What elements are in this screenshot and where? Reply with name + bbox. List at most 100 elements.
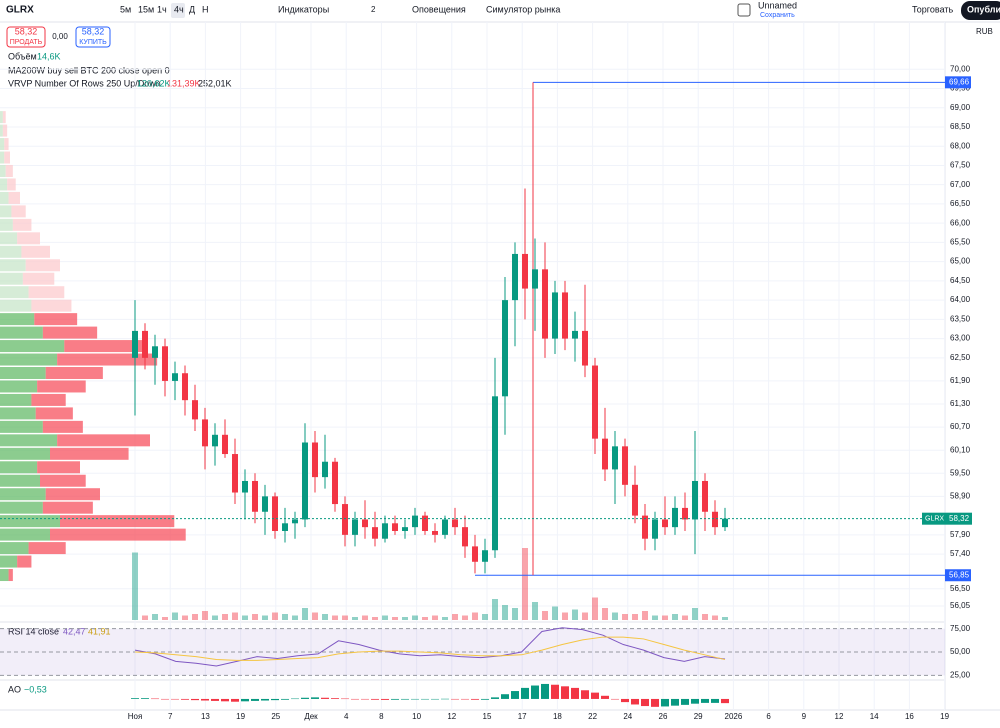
rsi-ma-line	[134, 636, 726, 661]
layout-icon[interactable]	[737, 3, 751, 17]
y-tick-label: 65,50	[950, 238, 971, 247]
layout-count: 2	[371, 5, 376, 14]
volume-bar	[182, 615, 188, 620]
x-tick-label: 7	[168, 712, 173, 721]
candle-body	[452, 519, 458, 528]
ao-bar	[161, 698, 169, 700]
x-tick-label: 15	[483, 712, 492, 721]
profile-up	[0, 218, 13, 231]
buy-box[interactable]	[75, 26, 111, 48]
interval-button[interactable]: 5м	[120, 4, 131, 14]
layout-name[interactable]: Unnamed	[758, 0, 797, 10]
candle-body	[542, 269, 548, 339]
candle-body	[672, 507, 678, 528]
x-tick-label: 25	[271, 712, 280, 721]
profile-up	[0, 474, 40, 487]
volume-bar	[672, 614, 678, 620]
profile-up	[0, 569, 9, 582]
profile-down	[35, 407, 73, 420]
ao-bar	[181, 698, 189, 700]
ao-bar	[131, 698, 139, 699]
x-tick-label: 16	[905, 712, 914, 721]
ao-bar	[251, 698, 259, 701]
profile-up	[0, 407, 36, 420]
interval-button[interactable]: 15м	[138, 4, 154, 14]
level-label: 56,85	[949, 570, 970, 579]
publish-button[interactable]: Опублик	[967, 4, 1000, 14]
candle-body	[212, 434, 218, 447]
volume-bar	[202, 611, 208, 620]
alerts-button[interactable]: Оповещения	[412, 4, 466, 14]
y-tick-label: 62,50	[950, 353, 971, 362]
profile-up	[0, 313, 35, 326]
x-tick-label: 8	[379, 712, 384, 721]
profile-down	[28, 286, 65, 299]
ao-bar	[451, 698, 459, 700]
save-status[interactable]: Сохранить	[760, 12, 795, 19]
profile-down	[60, 515, 175, 528]
volume-bar	[342, 615, 348, 620]
volume-bar	[582, 612, 588, 620]
ao-bar	[651, 698, 659, 707]
rsi-tick-label: 75,00	[950, 624, 971, 633]
x-tick-label: 19	[236, 712, 245, 721]
interval-button[interactable]: Н	[202, 4, 209, 14]
candle-body	[182, 373, 188, 401]
x-tick-label: 18	[553, 712, 562, 721]
candle-body	[682, 507, 688, 520]
ao-bar	[201, 698, 209, 701]
volume-bar	[572, 609, 578, 620]
x-tick-label: Ноя	[128, 712, 143, 721]
volume-bar	[272, 612, 278, 620]
ao-bar	[601, 695, 609, 699]
candle-body	[272, 496, 278, 531]
volume-bar	[712, 615, 718, 620]
candle-body	[162, 346, 168, 381]
replay-button[interactable]: Симулятор рынка	[486, 4, 560, 14]
symbol[interactable]: GLRX	[6, 5, 34, 16]
y-tick-label: 61,90	[950, 376, 971, 385]
buy-price: 58,32	[82, 26, 105, 36]
ao-bar	[461, 698, 469, 700]
ao-bar	[401, 698, 409, 700]
y-tick-label: 64,00	[950, 295, 971, 304]
profile-up	[0, 434, 58, 447]
profile-down	[4, 138, 9, 151]
profile-up	[0, 380, 38, 393]
interval-button[interactable]: 4ч	[174, 4, 184, 14]
ao-bar	[681, 698, 689, 705]
profile-up	[0, 393, 32, 406]
volume-bar	[512, 608, 518, 620]
publish-bg[interactable]	[961, 1, 1000, 20]
candle-body	[512, 253, 518, 301]
profile-up	[0, 461, 38, 474]
x-tick-label: 12	[835, 712, 844, 721]
y-tick-label: 60,10	[950, 445, 971, 454]
volume-bar	[662, 615, 668, 620]
volume-bar	[222, 614, 228, 620]
plot	[0, 22, 946, 710]
vrvp-legend: VRVP Number Of Rows 250 Up/Down	[8, 78, 161, 88]
last-price-label: 58,32	[949, 514, 970, 523]
ao-bar	[371, 698, 379, 700]
level-tag	[945, 569, 971, 582]
rsi-tick-label: 25,00	[950, 670, 971, 679]
candle-body	[232, 454, 238, 493]
trade-button[interactable]: Торговать	[912, 4, 954, 14]
rsi-ma-value: 41,91	[88, 626, 111, 636]
x-tick-label: 14	[870, 712, 879, 721]
candle-body	[322, 461, 328, 478]
volume-bar	[452, 614, 458, 620]
candle-body	[662, 519, 668, 528]
sell-label: ПРОДАТЬ	[10, 39, 43, 46]
volume-bar	[382, 615, 388, 620]
candle-body	[262, 496, 268, 512]
profile-up	[0, 447, 50, 460]
volume-bar	[552, 606, 558, 620]
indicators-button[interactable]: Индикаторы	[278, 4, 329, 14]
candle-body	[202, 419, 208, 447]
sell-box[interactable]	[6, 26, 46, 48]
interval-button[interactable]: 1ч	[157, 4, 167, 14]
interval-button[interactable]: Д	[189, 4, 195, 14]
volume-bar	[172, 612, 178, 620]
